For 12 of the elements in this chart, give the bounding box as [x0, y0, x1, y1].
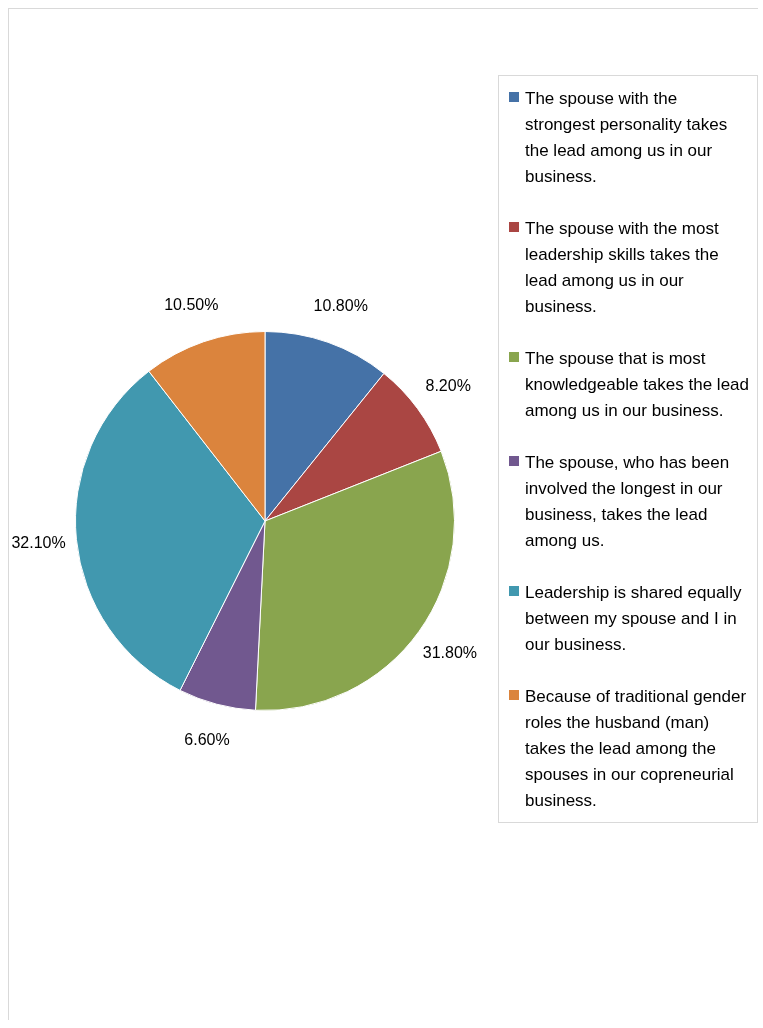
- data-label: 6.60%: [184, 731, 230, 749]
- data-label: 10.80%: [313, 296, 368, 314]
- legend-label: The spouse with the strongest personality takes the lead among us in our business.: [525, 88, 729, 188]
- legend-label: Leadership is shared equally between my spouse and I in our business.: [525, 582, 743, 656]
- data-label: 31.80%: [422, 643, 478, 661]
- legend-label: The spouse, who has been involved the longest in our business, takes the lead among us.: [525, 452, 731, 552]
- data-label: 32.10%: [11, 533, 66, 551]
- legend-label: The spouse that is most knowledgeable takes the lead among us in our business.: [525, 348, 749, 422]
- data-label: 10.50%: [164, 296, 219, 314]
- data-label: 8.20%: [425, 376, 471, 394]
- legend-label: The spouse with the most leadership skills takes the lead among us in our business.: [525, 218, 720, 318]
- legend-label: Because of traditional gender roles the husband (man) takes the lead among the spouses in our copreneurial business.: [525, 686, 748, 812]
